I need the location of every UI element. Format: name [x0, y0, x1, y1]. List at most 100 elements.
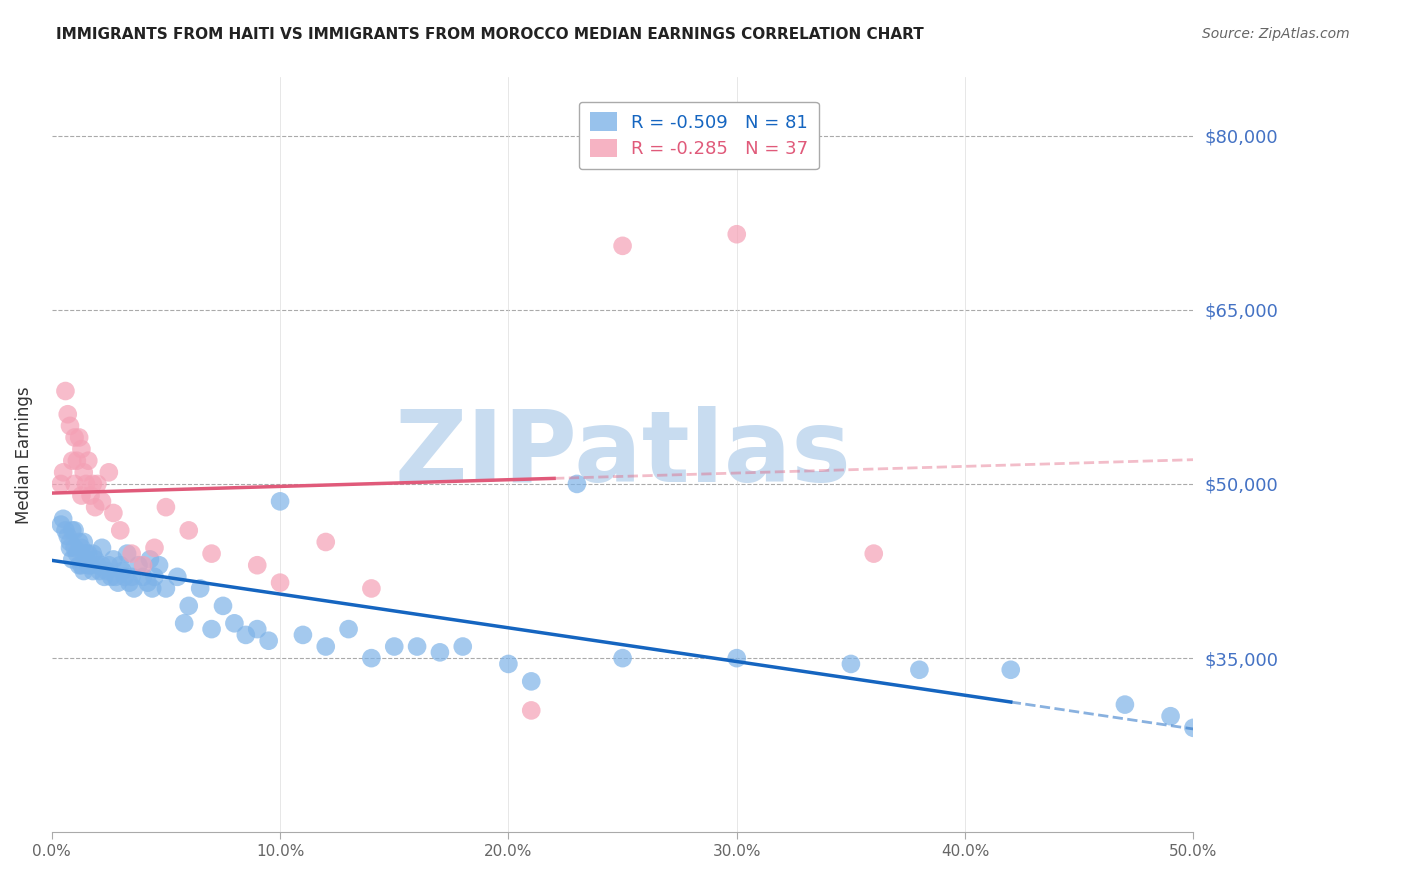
- Immigrants from Haiti: [839, 657, 862, 671]
- Immigrants from Haiti: [100, 570, 122, 584]
- Text: Source: ZipAtlas.com: Source: ZipAtlas.com: [1202, 27, 1350, 41]
- Immigrants from Haiti: [73, 535, 96, 549]
- Immigrants from Morocco: [200, 547, 222, 561]
- Immigrants from Morocco: [121, 547, 143, 561]
- Immigrants from Haiti: [121, 570, 143, 584]
- Immigrants from Haiti: [520, 674, 543, 689]
- Immigrants from Haiti: [82, 547, 104, 561]
- Immigrants from Haiti: [110, 558, 132, 573]
- Immigrants from Haiti: [224, 616, 246, 631]
- Immigrants from Haiti: [235, 628, 257, 642]
- Immigrants from Morocco: [177, 524, 200, 538]
- Immigrants from Morocco: [110, 524, 132, 538]
- Immigrants from Haiti: [93, 570, 115, 584]
- Immigrants from Haiti: [1182, 721, 1205, 735]
- Immigrants from Haiti: [1160, 709, 1182, 723]
- Immigrants from Haiti: [111, 564, 134, 578]
- Immigrants from Morocco: [63, 430, 86, 444]
- Immigrants from Morocco: [86, 477, 108, 491]
- Immigrants from Haiti: [143, 570, 166, 584]
- Immigrants from Haiti: [70, 541, 93, 555]
- Immigrants from Haiti: [82, 564, 104, 578]
- Immigrants from Morocco: [75, 477, 97, 491]
- Immigrants from Haiti: [565, 477, 588, 491]
- Immigrants from Haiti: [55, 524, 77, 538]
- Immigrants from Haiti: [86, 558, 108, 573]
- Immigrants from Haiti: [246, 622, 269, 636]
- Immigrants from Morocco: [97, 466, 120, 480]
- Immigrants from Haiti: [136, 575, 159, 590]
- Immigrants from Haiti: [73, 564, 96, 578]
- Immigrants from Morocco: [52, 466, 75, 480]
- Immigrants from Haiti: [200, 622, 222, 636]
- Immigrants from Morocco: [103, 506, 125, 520]
- Immigrants from Morocco: [155, 500, 177, 515]
- Immigrants from Haiti: [66, 547, 89, 561]
- Immigrants from Morocco: [82, 477, 104, 491]
- Immigrants from Haiti: [612, 651, 634, 665]
- Immigrants from Haiti: [59, 535, 82, 549]
- Immigrants from Morocco: [66, 453, 89, 467]
- Immigrants from Haiti: [132, 570, 155, 584]
- Immigrants from Morocco: [520, 703, 543, 717]
- Immigrants from Morocco: [143, 541, 166, 555]
- Immigrants from Morocco: [84, 500, 107, 515]
- Immigrants from Haiti: [1000, 663, 1022, 677]
- Immigrants from Haiti: [498, 657, 520, 671]
- Immigrants from Morocco: [246, 558, 269, 573]
- Immigrants from Haiti: [63, 524, 86, 538]
- Immigrants from Haiti: [908, 663, 931, 677]
- Immigrants from Haiti: [725, 651, 748, 665]
- Immigrants from Morocco: [60, 453, 83, 467]
- Immigrants from Haiti: [103, 552, 125, 566]
- Immigrants from Morocco: [73, 466, 96, 480]
- Immigrants from Haiti: [337, 622, 360, 636]
- Immigrants from Haiti: [451, 640, 474, 654]
- Immigrants from Haiti: [96, 564, 118, 578]
- Immigrants from Haiti: [429, 645, 451, 659]
- Immigrants from Haiti: [77, 547, 100, 561]
- Immigrants from Haiti: [75, 547, 97, 561]
- Immigrants from Morocco: [725, 227, 748, 242]
- Immigrants from Morocco: [862, 547, 884, 561]
- Immigrants from Haiti: [212, 599, 235, 613]
- Immigrants from Morocco: [612, 239, 634, 253]
- Immigrants from Haiti: [97, 558, 120, 573]
- Immigrants from Haiti: [360, 651, 382, 665]
- Immigrants from Haiti: [166, 570, 188, 584]
- Immigrants from Haiti: [60, 552, 83, 566]
- Y-axis label: Median Earnings: Median Earnings: [15, 386, 32, 524]
- Immigrants from Haiti: [141, 582, 163, 596]
- Immigrants from Haiti: [60, 524, 83, 538]
- Immigrants from Haiti: [128, 558, 150, 573]
- Immigrants from Haiti: [91, 541, 114, 555]
- Immigrants from Morocco: [360, 582, 382, 596]
- Immigrants from Morocco: [315, 535, 337, 549]
- Immigrants from Haiti: [382, 640, 405, 654]
- Immigrants from Morocco: [70, 442, 93, 456]
- Immigrants from Morocco: [59, 418, 82, 433]
- Immigrants from Morocco: [91, 494, 114, 508]
- Immigrants from Haiti: [107, 575, 129, 590]
- Immigrants from Haiti: [63, 541, 86, 555]
- Immigrants from Haiti: [315, 640, 337, 654]
- Immigrants from Haiti: [84, 552, 107, 566]
- Immigrants from Morocco: [55, 384, 77, 398]
- Immigrants from Haiti: [70, 558, 93, 573]
- Immigrants from Haiti: [1114, 698, 1136, 712]
- Immigrants from Haiti: [67, 535, 90, 549]
- Immigrants from Haiti: [269, 494, 291, 508]
- Immigrants from Haiti: [188, 582, 211, 596]
- Immigrants from Haiti: [177, 599, 200, 613]
- Immigrants from Haiti: [139, 552, 162, 566]
- Text: ZIPatlas: ZIPatlas: [394, 407, 851, 503]
- Immigrants from Haiti: [122, 582, 145, 596]
- Immigrants from Morocco: [63, 477, 86, 491]
- Immigrants from Haiti: [75, 552, 97, 566]
- Immigrants from Haiti: [56, 529, 79, 543]
- Immigrants from Morocco: [70, 489, 93, 503]
- Immigrants from Haiti: [89, 564, 111, 578]
- Immigrants from Haiti: [79, 558, 101, 573]
- Immigrants from Morocco: [49, 477, 72, 491]
- Immigrants from Haiti: [91, 558, 114, 573]
